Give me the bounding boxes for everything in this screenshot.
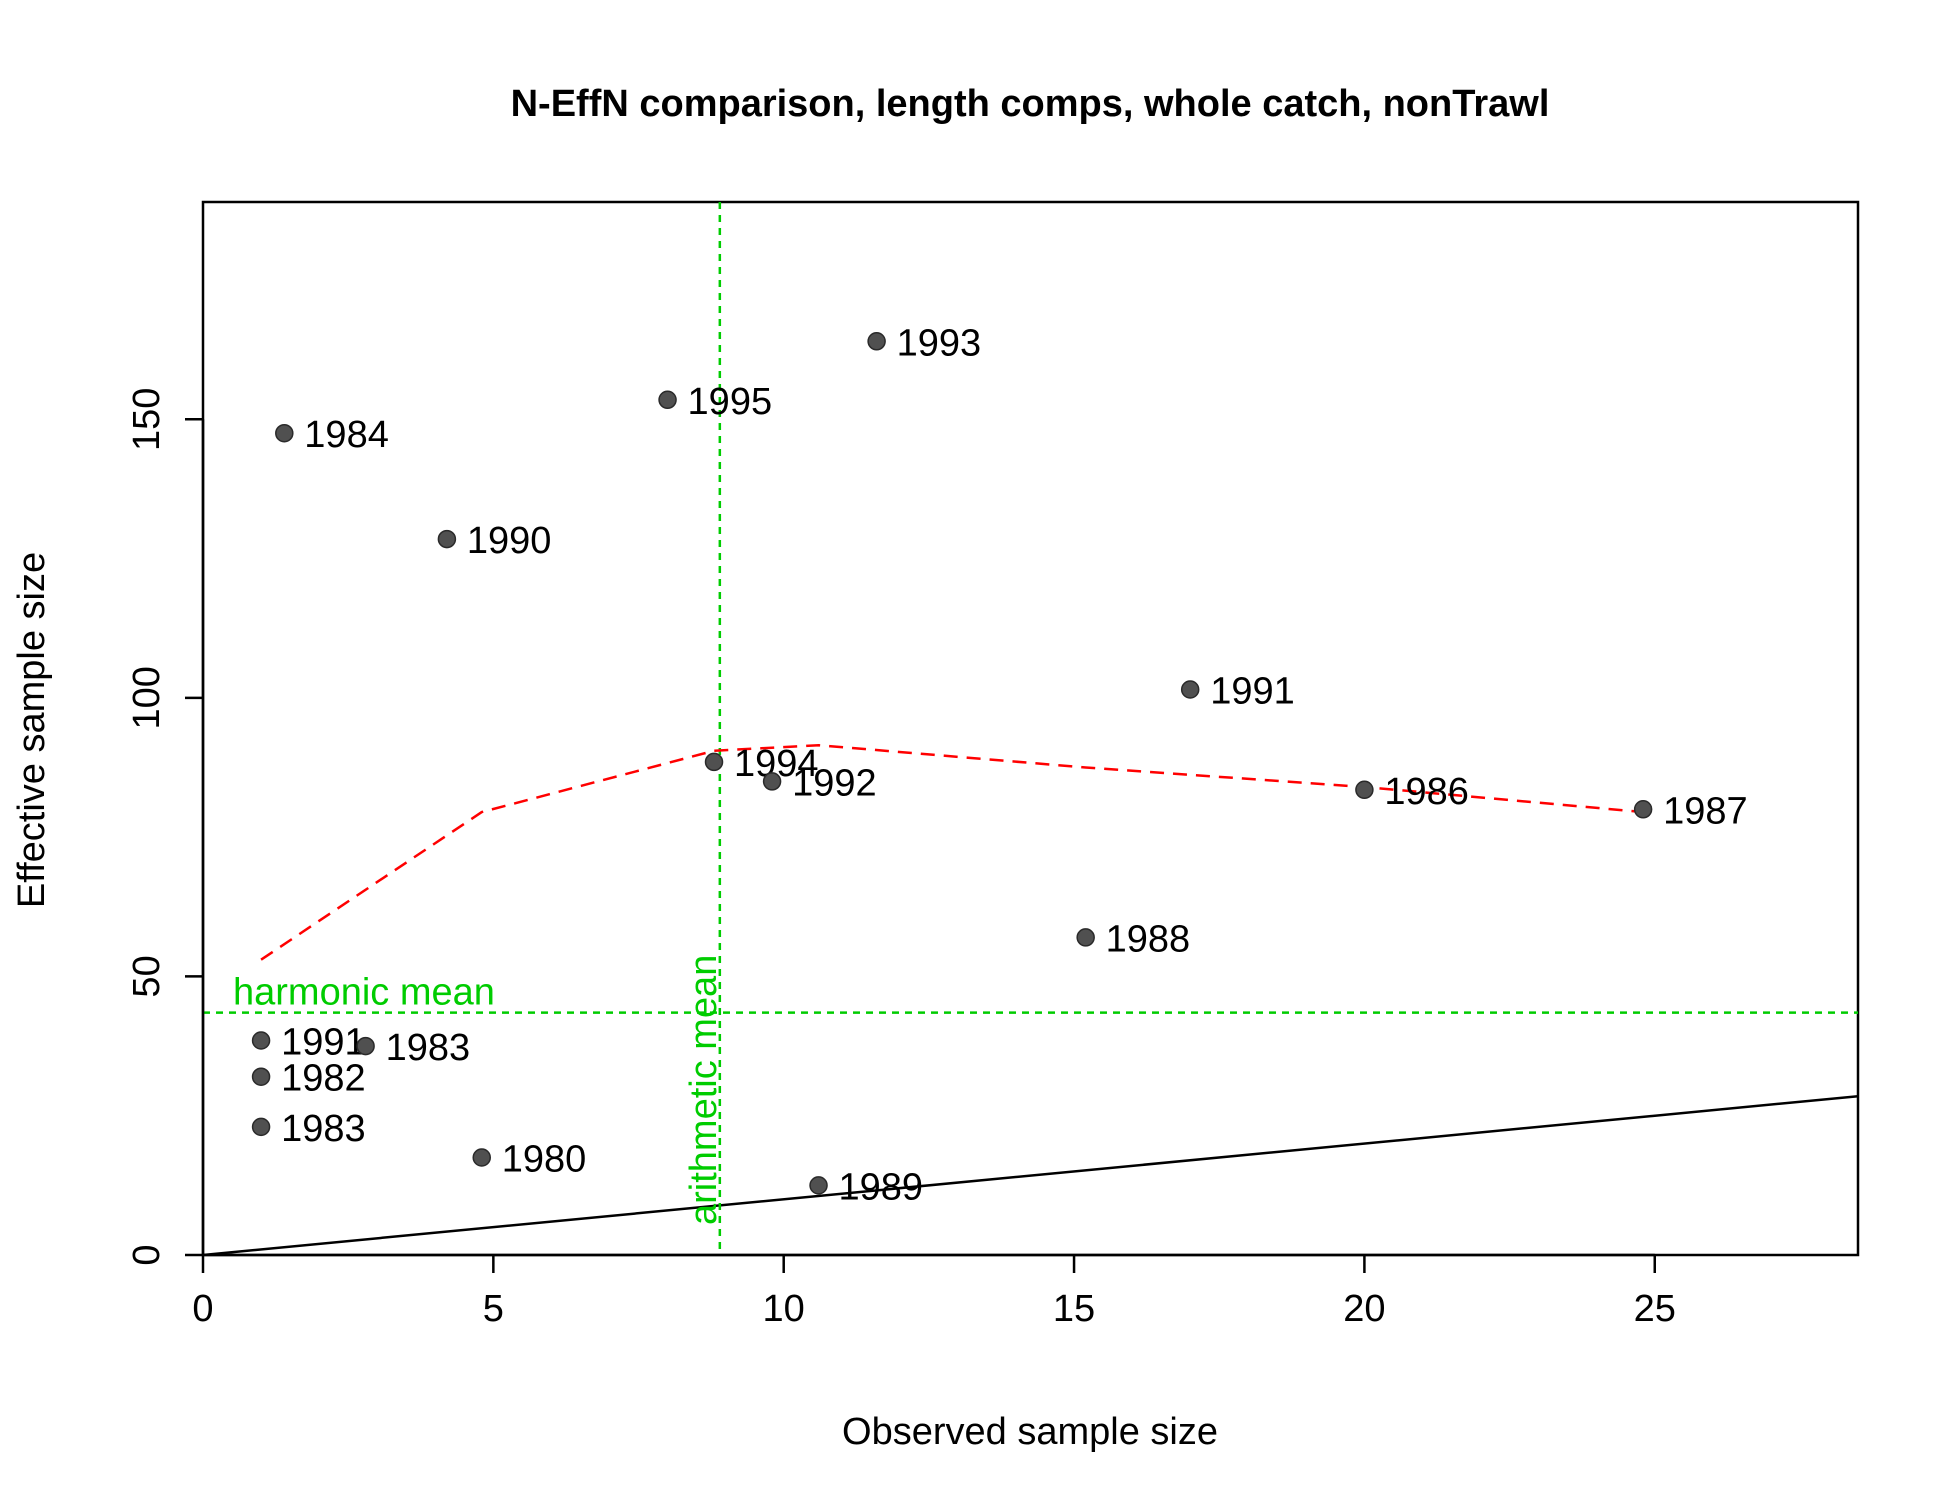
y-tick-label: 0 [126, 1244, 168, 1265]
x-tick-label: 25 [1634, 1288, 1676, 1330]
x-tick-label: 5 [483, 1288, 504, 1330]
y-tick-label: 50 [126, 955, 168, 997]
data-point [251, 1067, 271, 1086]
data-point [809, 1176, 828, 1195]
data-point [251, 1031, 271, 1050]
data-point-label: 1991 [1210, 671, 1295, 713]
x-tick-label: 10 [763, 1288, 805, 1330]
plot-lines [203, 202, 1858, 1255]
data-point [1076, 928, 1095, 947]
y-tick-label: 150 [126, 388, 168, 451]
data-point-label: 1987 [1663, 790, 1748, 832]
data-point [658, 390, 677, 410]
y-axis-label: Effective sample size [11, 552, 53, 908]
x-tick-label: 20 [1343, 1288, 1385, 1330]
data-point-label: 1988 [1106, 918, 1191, 960]
x-tick-label: 0 [192, 1288, 213, 1330]
plot-area: harmonic mean arithmetic mean 1984 1990 1995… [126, 200, 1860, 1330]
data-point-label: 1993 [897, 322, 982, 364]
data-point-label: 1983 [386, 1027, 471, 1069]
data-point [762, 772, 782, 791]
data-point [356, 1036, 375, 1056]
data-point-label: 1980 [502, 1139, 587, 1181]
data-point-label: 1982 [281, 1058, 366, 1100]
plot-frame [201, 200, 1860, 1257]
data-point [1355, 780, 1374, 800]
data-point-label: 1989 [839, 1166, 924, 1208]
x-tick-label: 15 [1053, 1288, 1095, 1330]
data-point-label: 1984 [304, 414, 389, 456]
data-point [704, 752, 724, 772]
data-point-label: 1990 [467, 520, 552, 562]
data-point [275, 423, 294, 443]
data-point [472, 1148, 491, 1167]
arithmetic-mean-label: arithmetic mean [683, 955, 725, 1225]
harmonic-mean-label: harmonic mean [233, 972, 495, 1014]
chart-title: N-EffN comparison, length comps, whole c… [511, 83, 1550, 125]
data-point [1633, 800, 1653, 819]
data-point-label: 1991 [281, 1022, 366, 1064]
data-point [251, 1117, 271, 1137]
data-point-label: 1992 [792, 762, 877, 804]
data-point [1180, 680, 1200, 699]
data-point-label: 1995 [688, 381, 773, 423]
data-point-label: 1983 [281, 1108, 366, 1150]
y-tick-label: 100 [126, 666, 168, 729]
one-to-one-line [203, 1094, 1858, 1255]
data-point-label: 1986 [1384, 771, 1469, 813]
data-point [437, 529, 457, 549]
data-point [867, 332, 886, 351]
x-axis-label: Observed sample size [842, 1411, 1218, 1453]
